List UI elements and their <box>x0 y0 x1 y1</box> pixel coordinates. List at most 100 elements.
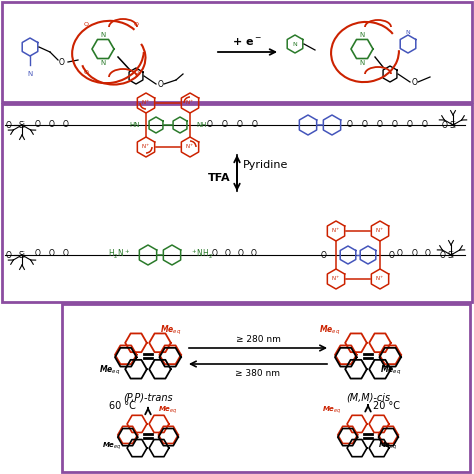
Text: O: O <box>212 249 218 258</box>
Text: Si: Si <box>449 120 456 129</box>
Text: O: O <box>63 249 69 258</box>
Text: N: N <box>406 30 410 35</box>
Polygon shape <box>159 348 181 366</box>
Text: (M,M)-cis: (M,M)-cis <box>346 393 390 403</box>
Text: O: O <box>63 119 69 128</box>
Text: N$^+$: N$^+$ <box>375 274 385 283</box>
Text: N$^+$: N$^+$ <box>141 143 151 152</box>
Text: O: O <box>425 249 431 258</box>
Polygon shape <box>127 415 147 432</box>
Text: Me$_{eq}$: Me$_{eq}$ <box>102 441 122 452</box>
Text: $^+$NH$_2$: $^+$NH$_2$ <box>190 247 213 261</box>
Text: O: O <box>158 80 164 89</box>
Text: HN: HN <box>129 122 140 128</box>
Text: O: O <box>6 120 12 129</box>
Text: O: O <box>389 250 395 259</box>
Text: Me$_{eq}$: Me$_{eq}$ <box>378 441 398 452</box>
Text: N$^+$: N$^+$ <box>331 274 341 283</box>
Polygon shape <box>158 426 178 444</box>
Polygon shape <box>125 360 147 379</box>
Text: Si: Si <box>18 250 26 259</box>
Text: Me$_{eq}$: Me$_{eq}$ <box>319 323 340 337</box>
Text: Me$_{eq}$: Me$_{eq}$ <box>322 405 342 416</box>
Polygon shape <box>335 346 356 364</box>
Polygon shape <box>158 428 178 446</box>
Text: Si: Si <box>18 120 26 129</box>
Bar <box>2 2 472 102</box>
Polygon shape <box>338 428 357 446</box>
Text: O: O <box>83 21 89 27</box>
Text: Me$_{eq}$: Me$_{eq}$ <box>160 323 182 337</box>
Polygon shape <box>149 360 171 379</box>
Text: TFA: TFA <box>209 173 231 183</box>
Text: O: O <box>237 119 243 128</box>
Text: O: O <box>442 120 448 129</box>
Polygon shape <box>115 346 137 364</box>
Text: N: N <box>292 42 297 46</box>
Polygon shape <box>378 428 398 446</box>
Text: O: O <box>412 249 418 258</box>
Text: O: O <box>222 119 228 128</box>
Text: + e$^-$: + e$^-$ <box>232 36 262 47</box>
Text: N$^+$: N$^+$ <box>331 227 341 236</box>
Polygon shape <box>345 333 367 352</box>
Text: O: O <box>321 250 327 259</box>
Text: O: O <box>397 249 403 258</box>
Text: (P,P)-trans: (P,P)-trans <box>123 393 173 403</box>
Text: O: O <box>49 249 55 258</box>
Text: O: O <box>392 119 398 128</box>
Polygon shape <box>118 428 137 446</box>
Text: O: O <box>59 57 65 66</box>
Polygon shape <box>127 439 147 456</box>
Polygon shape <box>345 360 367 379</box>
Text: O: O <box>252 119 258 128</box>
Text: Si: Si <box>447 250 455 259</box>
Polygon shape <box>378 426 398 444</box>
Bar <box>2 104 472 302</box>
Text: N$^+$: N$^+$ <box>185 143 195 152</box>
Polygon shape <box>379 346 401 364</box>
Text: H$_2$N$^+$: H$_2$N$^+$ <box>108 247 130 261</box>
Polygon shape <box>335 348 356 366</box>
Polygon shape <box>369 333 391 352</box>
Polygon shape <box>115 348 137 366</box>
Polygon shape <box>149 439 169 456</box>
Polygon shape <box>369 415 389 432</box>
Text: 60 °C: 60 °C <box>109 401 136 411</box>
Text: O: O <box>134 21 138 27</box>
Polygon shape <box>149 415 169 432</box>
Text: O: O <box>440 250 446 259</box>
Text: N: N <box>27 71 33 77</box>
Text: N$^+$: N$^+$ <box>185 99 195 108</box>
Text: O: O <box>251 249 257 258</box>
Text: O: O <box>35 119 41 128</box>
Text: O: O <box>35 249 41 258</box>
Text: O: O <box>134 70 138 74</box>
Text: O: O <box>412 78 418 86</box>
Polygon shape <box>125 333 147 352</box>
Text: ≥ 280 nm: ≥ 280 nm <box>236 335 281 344</box>
Text: O: O <box>49 119 55 128</box>
Text: NH: NH <box>196 122 207 128</box>
Polygon shape <box>118 426 137 444</box>
Text: Me$_{eq}$: Me$_{eq}$ <box>158 405 178 416</box>
Text: O: O <box>225 249 231 258</box>
Text: Me$_{eq}$: Me$_{eq}$ <box>99 364 120 376</box>
Text: O: O <box>362 119 368 128</box>
Text: N: N <box>100 32 106 38</box>
Text: N: N <box>359 60 365 66</box>
Text: ≥ 380 nm: ≥ 380 nm <box>236 368 281 377</box>
Text: O: O <box>422 119 428 128</box>
Bar <box>62 304 470 472</box>
Polygon shape <box>159 346 181 364</box>
Text: O: O <box>407 119 413 128</box>
Text: 20 °C: 20 °C <box>373 401 400 411</box>
Text: O: O <box>6 250 12 259</box>
Polygon shape <box>369 360 391 379</box>
Text: O: O <box>207 119 213 128</box>
Text: O: O <box>377 119 383 128</box>
Text: N: N <box>359 32 365 38</box>
Text: N$^+$: N$^+$ <box>375 227 385 236</box>
Polygon shape <box>347 439 367 456</box>
Text: N: N <box>100 60 106 66</box>
